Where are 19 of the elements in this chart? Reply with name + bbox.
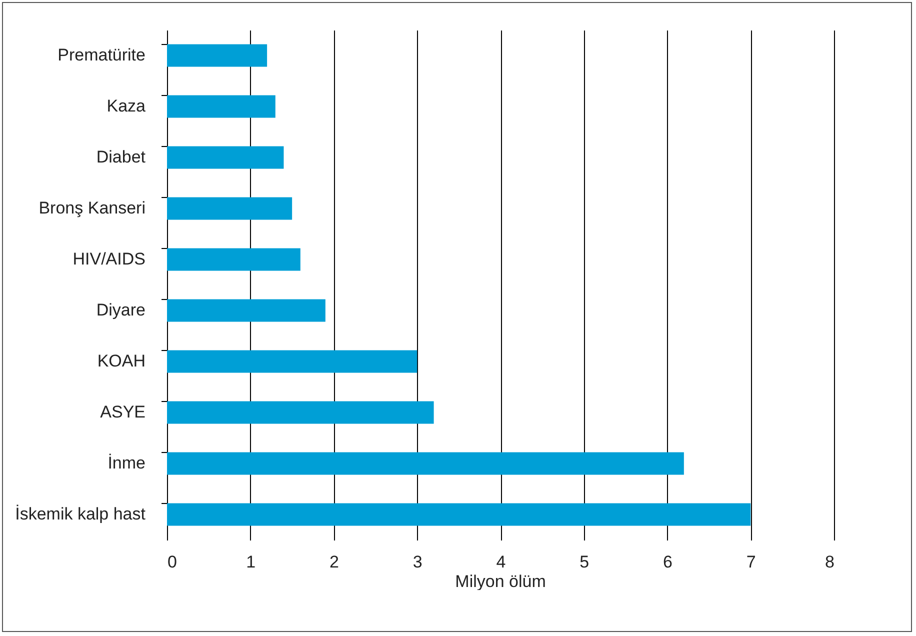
y-tick-label: HIV/AIDS [72,250,146,268]
y-tick-label: İnme [108,454,146,472]
x-tick-label: 4 [496,552,506,572]
y-tick-label: Prematürite [58,46,146,64]
y-tick-label: Bronş Kanseri [38,198,146,218]
y-tick-label: KOAH [97,352,146,370]
x-tick-label: 2 [330,552,339,572]
y-tick-label: Diabet [96,148,146,166]
x-tick-label: 5 [580,552,590,572]
x-tick-label: 6 [663,552,672,572]
y-tick-label: İskemik kalp hast [15,504,146,524]
y-tick-label: Kaza [106,96,146,116]
y-tick-label: Diyare [96,300,146,320]
x-tick-label: 1 [246,552,256,572]
x-tick-label: 8 [825,552,834,572]
y-tick-label: ASYE [100,402,146,422]
x-tick-label: 3 [412,552,422,572]
x-tick-label: 0 [168,552,177,572]
x-tick-label: 7 [746,552,756,572]
